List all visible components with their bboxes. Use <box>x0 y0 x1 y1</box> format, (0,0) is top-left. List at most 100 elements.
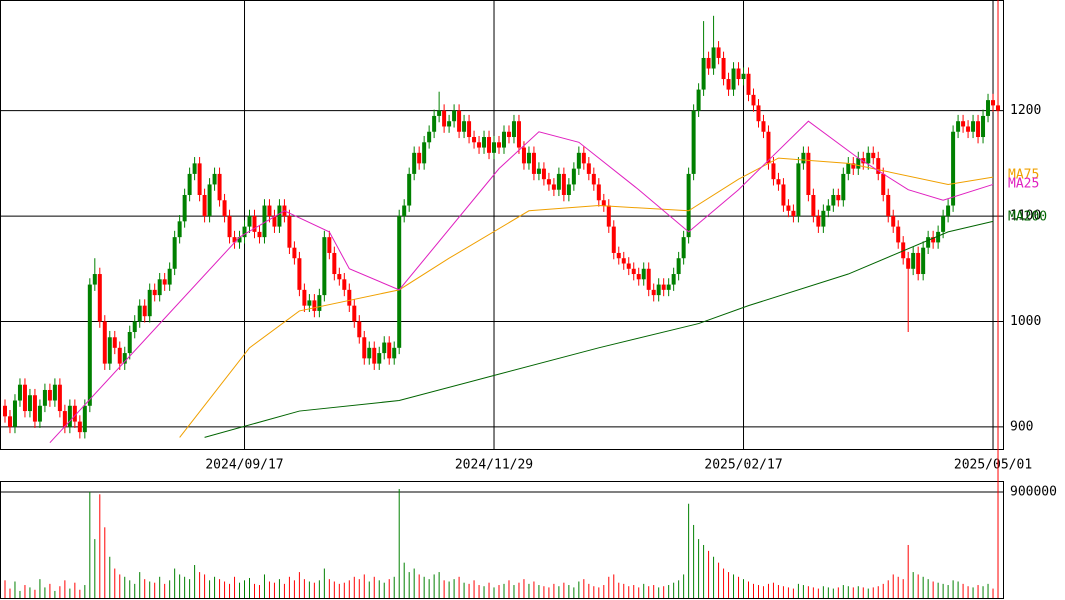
x-tick-label: 2024/09/17 <box>205 458 283 473</box>
candle-body <box>427 131 432 143</box>
candle-body <box>167 268 172 285</box>
candle-body <box>152 289 157 296</box>
candle-body <box>302 289 307 306</box>
candle-body <box>162 279 167 285</box>
candle-body <box>846 163 851 174</box>
candle-body <box>202 194 207 217</box>
candle-body <box>417 152 422 164</box>
candle-body <box>277 205 282 227</box>
candle-body <box>796 163 801 217</box>
candle-body <box>931 237 936 243</box>
candle-body <box>866 152 871 164</box>
candle-body <box>926 237 931 248</box>
candle-body <box>611 226 616 253</box>
candle-body <box>881 173 886 195</box>
candle-body <box>367 347 372 359</box>
candle-body <box>97 274 102 322</box>
candle-body <box>546 179 551 185</box>
candle-body <box>746 73 751 95</box>
candle-body <box>856 158 861 169</box>
candle-body <box>981 115 986 138</box>
candle-body <box>262 205 267 238</box>
candle-body <box>187 173 192 195</box>
candle-body <box>551 184 556 190</box>
candle-body <box>581 152 586 164</box>
candle-body <box>646 268 651 290</box>
candle-body <box>686 173 691 238</box>
candle-body <box>267 205 272 217</box>
candle-body <box>601 200 606 206</box>
candle-body <box>342 279 347 290</box>
candle-body <box>721 57 726 80</box>
legend-label: MA25 <box>1008 177 1039 192</box>
moving-average-line <box>204 220 994 438</box>
candle-body <box>841 173 846 201</box>
price-frame <box>0 0 1004 450</box>
candle-body <box>247 216 252 227</box>
candle-body <box>621 258 626 264</box>
candle-body <box>172 237 177 269</box>
candle-body <box>531 152 536 174</box>
candle-body <box>67 405 72 427</box>
candle-body <box>951 131 956 206</box>
candle-body <box>227 216 232 238</box>
candle-body <box>232 237 237 243</box>
candle-body <box>561 173 566 195</box>
candle-body <box>936 231 941 243</box>
candle-body <box>82 405 87 433</box>
candle-body <box>911 252 916 269</box>
candle-body <box>716 47 721 58</box>
candle-body <box>392 347 397 359</box>
candle-body <box>337 274 342 280</box>
candle-body <box>706 57 711 69</box>
candle-body <box>37 405 42 422</box>
candle-body <box>761 121 766 132</box>
candle-body <box>681 237 686 259</box>
candle-body <box>586 163 591 174</box>
candle-body <box>197 163 202 195</box>
candle-body <box>22 384 27 412</box>
candle-body <box>357 321 362 338</box>
candle-body <box>422 142 427 164</box>
candle-body <box>756 105 761 122</box>
candle-body <box>402 205 407 217</box>
candle-body <box>616 252 621 259</box>
candle-body <box>691 110 696 174</box>
candle-body <box>591 173 596 185</box>
candle-body <box>142 305 147 317</box>
candle-body <box>661 284 666 290</box>
candle-body <box>501 131 506 148</box>
candle-body <box>112 337 117 348</box>
candle-body <box>791 210 796 217</box>
candle-body <box>966 126 971 132</box>
candle-body <box>237 237 242 243</box>
moving-average-line <box>49 120 994 444</box>
candle-body <box>212 173 217 185</box>
candle-body <box>407 173 412 206</box>
candle-body <box>596 184 601 201</box>
candle-body <box>631 268 636 275</box>
candle-body <box>851 163 856 169</box>
candle-body <box>906 258 911 269</box>
candle-body <box>272 216 277 227</box>
candle-body <box>816 216 821 227</box>
candle-body <box>786 205 791 211</box>
candle-body <box>147 289 152 317</box>
x-tick-label: 2025/05/01 <box>954 458 1032 473</box>
candle-body <box>87 284 92 406</box>
candle-body <box>971 121 976 132</box>
candle-body <box>781 184 786 206</box>
candle-body <box>916 252 921 275</box>
candle-body <box>47 389 52 401</box>
candle-body <box>447 121 452 127</box>
candle-body <box>886 194 891 217</box>
candle-body <box>442 110 447 127</box>
candle-body <box>871 152 876 159</box>
candle-body <box>576 152 581 169</box>
y-tick-label: 900000 <box>1010 484 1057 499</box>
candle-body <box>432 115 437 132</box>
candle-body <box>492 142 497 153</box>
candle-body <box>736 68 741 80</box>
candle-body <box>751 94 756 106</box>
